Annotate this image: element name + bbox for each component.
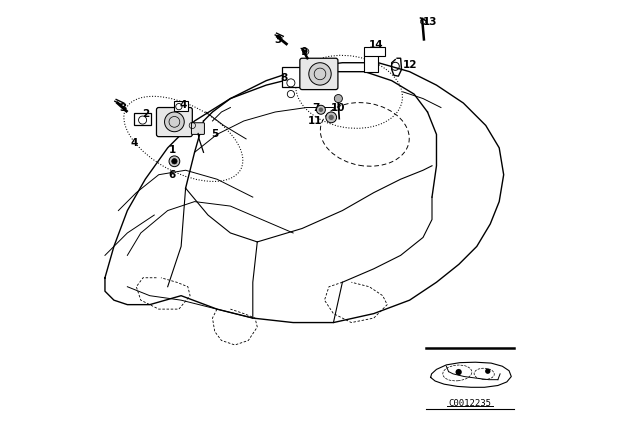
Circle shape <box>309 63 332 85</box>
Circle shape <box>456 369 462 375</box>
Text: 8: 8 <box>280 73 288 83</box>
Text: 10: 10 <box>331 103 345 112</box>
Text: 14: 14 <box>369 40 383 50</box>
FancyBboxPatch shape <box>364 52 378 72</box>
FancyBboxPatch shape <box>300 58 338 90</box>
Text: 4: 4 <box>180 100 187 110</box>
Circle shape <box>172 159 177 164</box>
Text: 5: 5 <box>211 129 218 139</box>
Circle shape <box>316 105 325 114</box>
Text: 3: 3 <box>119 103 127 112</box>
Text: 7: 7 <box>312 103 319 112</box>
FancyBboxPatch shape <box>134 113 151 125</box>
Text: 3: 3 <box>274 35 281 45</box>
Text: 13: 13 <box>422 17 437 27</box>
Text: 12: 12 <box>403 60 417 70</box>
Circle shape <box>164 112 184 132</box>
Circle shape <box>326 112 337 123</box>
Text: 2: 2 <box>141 109 149 119</box>
FancyBboxPatch shape <box>191 123 204 134</box>
FancyBboxPatch shape <box>282 67 300 87</box>
Circle shape <box>328 115 334 120</box>
FancyBboxPatch shape <box>364 47 385 56</box>
Text: 11: 11 <box>308 116 323 126</box>
Text: 9: 9 <box>301 47 308 56</box>
Circle shape <box>319 108 323 112</box>
Circle shape <box>485 368 490 374</box>
Circle shape <box>334 95 342 103</box>
FancyBboxPatch shape <box>157 108 193 137</box>
Text: C0012235: C0012235 <box>449 399 492 408</box>
FancyBboxPatch shape <box>174 101 188 111</box>
Text: 1: 1 <box>168 145 176 155</box>
Text: 4: 4 <box>131 138 138 148</box>
Text: 6: 6 <box>168 170 176 180</box>
Circle shape <box>169 156 180 167</box>
